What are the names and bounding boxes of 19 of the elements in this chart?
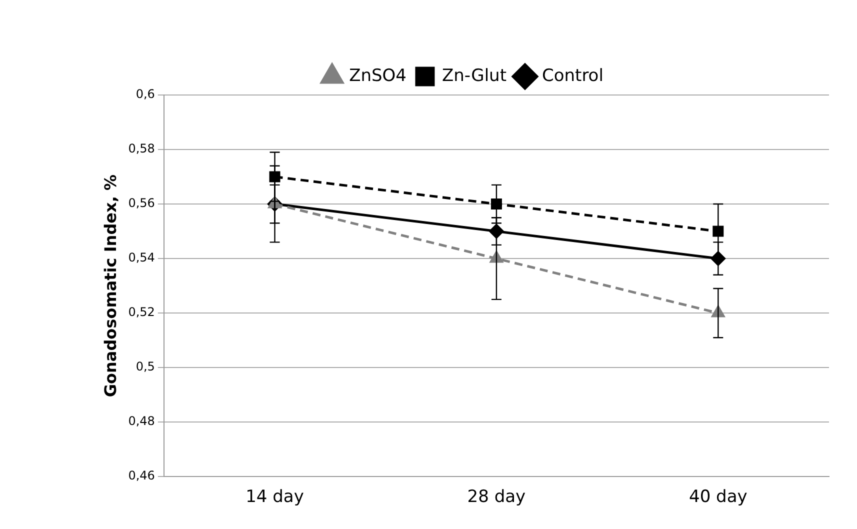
legend-label: ZnSO4 bbox=[349, 66, 406, 86]
x-tick-label: 28 day bbox=[467, 487, 526, 508]
x-tick-label: 14 day bbox=[246, 487, 304, 508]
x-tick-label: 40 day bbox=[688, 487, 748, 508]
y-tick-label: 0,5 bbox=[136, 360, 155, 374]
y-tick-label: 0,46 bbox=[128, 468, 155, 483]
y-axis-title: Gonadosomatic Index, % bbox=[100, 174, 120, 398]
y-tick-label: 0,6 bbox=[136, 87, 155, 102]
y-tick-label: 0,58 bbox=[128, 142, 155, 156]
point bbox=[489, 224, 504, 239]
y-tick-label: 0,56 bbox=[128, 196, 155, 210]
y-tick-label: 0,48 bbox=[128, 414, 155, 428]
legend-label: Zn-Glut bbox=[442, 66, 507, 86]
point bbox=[490, 198, 502, 210]
y-tick-label: 0,52 bbox=[128, 305, 155, 320]
point bbox=[269, 171, 280, 182]
y-tick-label: 0,54 bbox=[128, 250, 155, 265]
legend-label: Control bbox=[542, 66, 604, 86]
point bbox=[712, 226, 724, 237]
